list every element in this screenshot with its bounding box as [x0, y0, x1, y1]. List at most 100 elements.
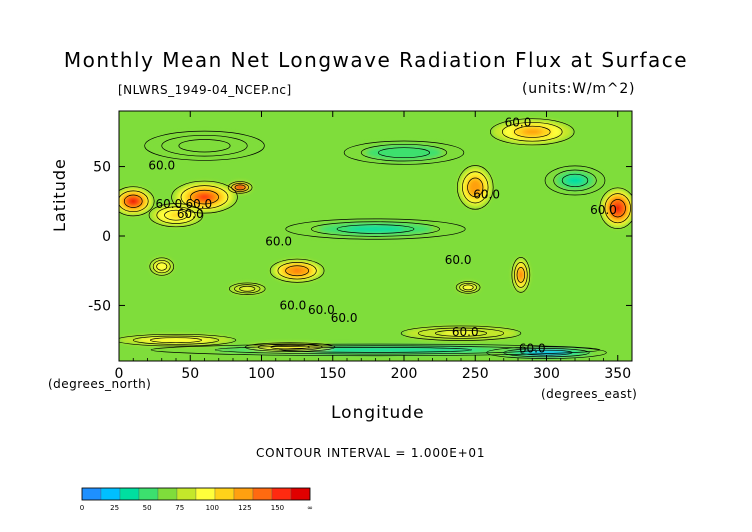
- contour-line-11: [239, 285, 256, 292]
- contour-label: 60.0: [473, 188, 500, 202]
- contour-line-5: [467, 177, 484, 198]
- contour-label: 60.0: [331, 311, 358, 325]
- heat-region-3: [169, 212, 183, 218]
- x-tick-label: 350: [604, 366, 631, 382]
- file-label: [NLWRS_1949-04_NCEP.nc]: [118, 83, 292, 97]
- contour-line-0: [119, 190, 149, 213]
- heat-region-5: [471, 183, 479, 192]
- contour-line-6: [501, 122, 563, 142]
- contour-label: 60.0: [185, 197, 212, 211]
- contour-line-1: [190, 189, 219, 205]
- x-tick-label: 150: [319, 366, 346, 382]
- contour-line-8: [152, 259, 171, 274]
- colorbar-swatch: [290, 487, 311, 501]
- contour-line-14: [178, 139, 231, 153]
- colorbar-swatch: [214, 487, 235, 501]
- contour-line-18: [270, 344, 310, 350]
- heat-region-10: [464, 285, 472, 290]
- contour-label: 60.0: [505, 115, 532, 129]
- contour-line-18: [244, 342, 336, 352]
- heat-region-20: [442, 330, 480, 336]
- colorbar-swatch: [119, 487, 140, 501]
- contour-line-11: [234, 284, 261, 294]
- contour-label: 60.0: [177, 207, 204, 221]
- colorbar-swatch: [176, 487, 197, 501]
- contour-line-12: [285, 218, 466, 240]
- contour-line-13: [343, 140, 465, 165]
- heat-region-7: [292, 268, 302, 273]
- contour-line-7: [285, 265, 310, 277]
- colorbar-swatch: [138, 487, 159, 501]
- contour-line-5: [462, 171, 489, 204]
- contour-line-8: [149, 257, 175, 276]
- colorbar-swatch: [233, 487, 254, 501]
- heat-region-15: [565, 175, 585, 186]
- heat-region-19: [157, 338, 195, 343]
- contour-line-3: [156, 206, 196, 224]
- contour-line-8: [156, 262, 168, 271]
- x-tick-label: 250: [462, 366, 489, 382]
- colorbar-frame: [81, 487, 311, 501]
- heat-region-16: [322, 348, 429, 352]
- colorbar-tick-label: 100: [206, 504, 219, 512]
- x-tick-label: 300: [533, 366, 560, 382]
- contour-line-15: [553, 169, 597, 192]
- colorbar-swatch: [81, 487, 102, 501]
- colorbar-swatch: [100, 487, 121, 501]
- heat-region-11: [241, 286, 253, 291]
- contour-line-4: [604, 193, 631, 224]
- colorbar-tick-label: 0: [80, 504, 84, 512]
- y-tick-label: 50: [93, 160, 111, 176]
- colorbar-swatch: [252, 487, 273, 501]
- colorbar-swatch: [157, 487, 178, 501]
- contour-line-2: [231, 182, 250, 192]
- contour-line-20: [400, 325, 522, 341]
- contour-line-15: [561, 173, 589, 188]
- contour-line-12: [311, 221, 440, 237]
- colorbar-tick-label: 125: [238, 504, 251, 512]
- contour-line-0: [119, 186, 155, 217]
- contour-line-10: [455, 281, 481, 294]
- x-units-label: (degrees_east): [541, 387, 638, 401]
- x-tick-label: 100: [248, 366, 275, 382]
- contour-line-6: [490, 118, 575, 146]
- contour-label: 60.0: [590, 203, 617, 217]
- contour-line-20: [435, 329, 488, 337]
- contour-label: 60.0: [445, 253, 472, 267]
- contour-line-4: [609, 199, 626, 218]
- contour-line-11: [228, 282, 266, 295]
- contour-label: 60.0: [265, 235, 292, 249]
- contour-line-2: [234, 184, 246, 191]
- x-tick-label: 50: [181, 366, 199, 382]
- colorbar-tick-label: 25: [110, 504, 119, 512]
- contour-line-14: [144, 130, 265, 161]
- contour-line-6: [513, 125, 551, 138]
- y-tick-label: -50: [88, 298, 111, 314]
- contour-line-3: [148, 203, 204, 228]
- contour-line-19: [150, 337, 203, 344]
- units-label: (units:W/m^2): [522, 81, 636, 97]
- contour-line-9: [514, 262, 528, 288]
- contour-line-1: [171, 180, 238, 214]
- heat-region-1: [199, 194, 210, 200]
- contour-line-4: [599, 187, 632, 229]
- contour-line-19: [119, 333, 237, 347]
- heat-region-13: [385, 148, 423, 157]
- colorbar-tick-label: 50: [143, 504, 152, 512]
- contour-label: 60.0: [519, 342, 546, 356]
- contour-line-2: [227, 181, 253, 194]
- contour-line-7: [277, 262, 317, 280]
- contour-line-16: [214, 345, 537, 355]
- x-tick-label: 0: [115, 366, 124, 382]
- contour-line-20: [417, 327, 505, 339]
- colorbar-swatch: [271, 487, 292, 501]
- contour-line-1: [180, 185, 229, 209]
- contour-line-7: [269, 258, 325, 283]
- contour-label: 60.0: [148, 158, 175, 172]
- contour-line-12: [336, 224, 415, 234]
- contour-line-0: [123, 194, 143, 208]
- y-units-label: (degrees_north): [48, 377, 152, 391]
- contour-label: 60.0: [308, 303, 335, 317]
- heat-region-9: [519, 271, 523, 279]
